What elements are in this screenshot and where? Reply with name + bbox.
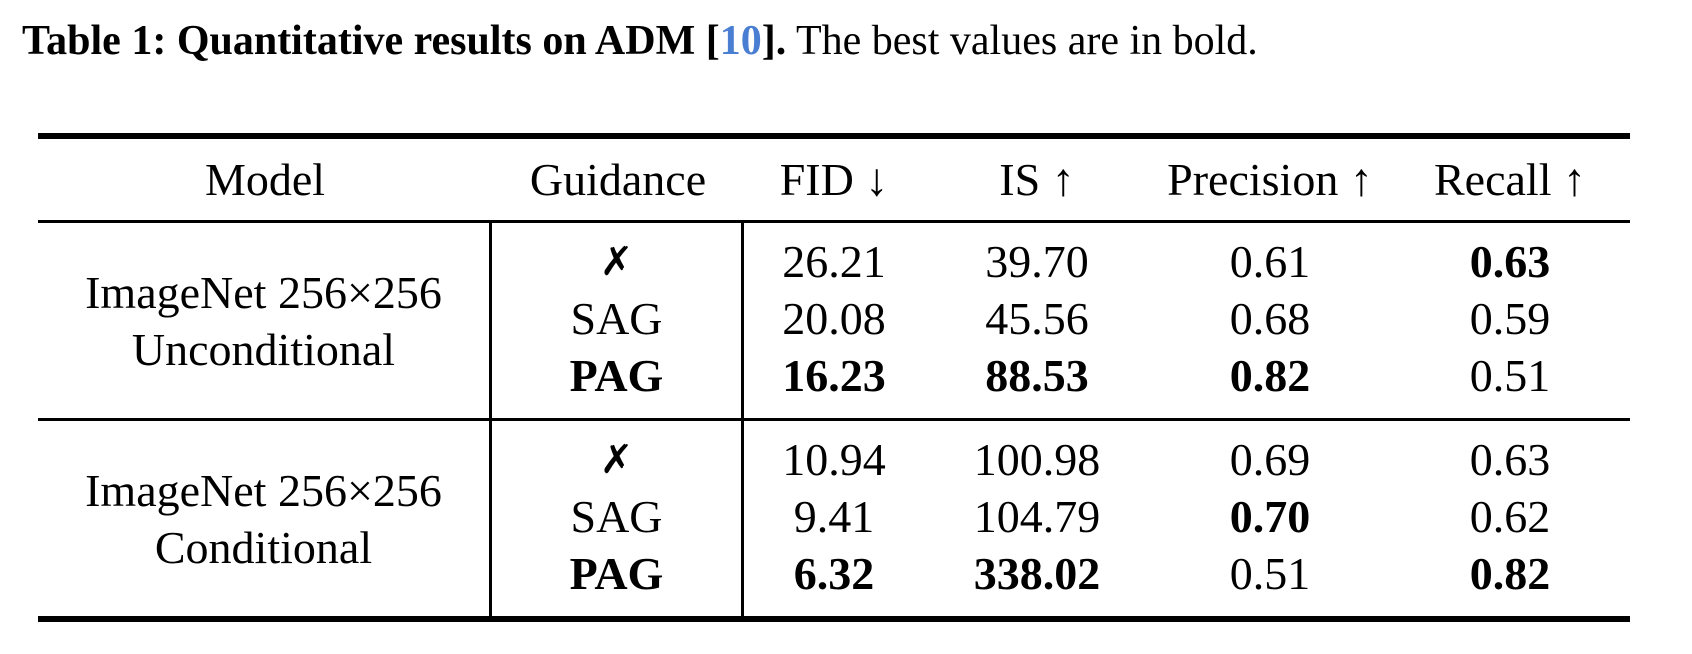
precision-value: 0.70 bbox=[1229, 491, 1311, 542]
guidance-label-none: ✗ bbox=[599, 436, 634, 483]
guidance-column: ✗ SAG PAG bbox=[492, 421, 744, 616]
fid-column: 26.21 20.08 16.23 bbox=[744, 223, 924, 418]
table-top-rule bbox=[38, 133, 1630, 139]
model-block-conditional: ImageNet 256×256 Conditional ✗ SAG PAG 1… bbox=[38, 421, 1630, 616]
column-header-recall: Recall ↑ bbox=[1434, 154, 1586, 205]
precision-value: 0.51 bbox=[1229, 548, 1311, 599]
column-header-is: IS ↑ bbox=[999, 154, 1075, 205]
block-divider-rule bbox=[38, 418, 1630, 421]
guidance-label-sag: SAG bbox=[570, 491, 663, 542]
model-name-line1: ImageNet 256×256 bbox=[85, 266, 442, 318]
precision-value: 0.68 bbox=[1229, 293, 1311, 344]
caption-bold-prefix: Table 1: Quantitative results on ADM [ bbox=[22, 18, 720, 64]
guidance-column: ✗ SAG PAG bbox=[492, 223, 744, 418]
is-value: 39.70 bbox=[985, 236, 1089, 287]
guidance-label-pag: PAG bbox=[569, 350, 664, 401]
is-value: 100.98 bbox=[973, 434, 1101, 485]
is-value: 45.56 bbox=[985, 293, 1089, 344]
recall-value: 0.63 bbox=[1469, 434, 1551, 485]
recall-value: 0.59 bbox=[1469, 293, 1551, 344]
fid-value: 20.08 bbox=[782, 293, 886, 344]
recall-value: 0.82 bbox=[1469, 548, 1551, 599]
column-header-precision: Precision ↑ bbox=[1167, 154, 1373, 205]
guidance-label-sag: SAG bbox=[570, 293, 663, 344]
recall-column: 0.63 0.59 0.51 bbox=[1390, 223, 1630, 418]
recall-column: 0.63 0.62 0.82 bbox=[1390, 421, 1630, 616]
header-row: Model Guidance FID ↓ IS ↑ Precision ↑ Re… bbox=[38, 139, 1630, 220]
fid-value: 26.21 bbox=[782, 236, 886, 287]
precision-column: 0.61 0.68 0.82 bbox=[1150, 223, 1390, 418]
citation-link[interactable]: 10 bbox=[719, 18, 762, 64]
results-table: Model Guidance FID ↓ IS ↑ Precision ↑ Re… bbox=[38, 133, 1630, 622]
fid-value: 16.23 bbox=[782, 350, 886, 401]
model-cell: ImageNet 256×256 Unconditional bbox=[38, 223, 492, 418]
precision-column: 0.69 0.70 0.51 bbox=[1150, 421, 1390, 616]
guidance-label-pag: PAG bbox=[569, 548, 664, 599]
model-name-line2: Unconditional bbox=[131, 323, 396, 375]
precision-value: 0.61 bbox=[1229, 236, 1311, 287]
is-column: 100.98 104.79 338.02 bbox=[924, 421, 1150, 616]
precision-value: 0.69 bbox=[1229, 434, 1311, 485]
is-value: 104.79 bbox=[973, 491, 1101, 542]
fid-column: 10.94 9.41 6.32 bbox=[744, 421, 924, 616]
fid-value: 10.94 bbox=[782, 434, 886, 485]
column-header-model: Model bbox=[204, 154, 326, 205]
precision-value: 0.82 bbox=[1229, 350, 1311, 401]
model-block-unconditional: ImageNet 256×256 Unconditional ✗ SAG PAG… bbox=[38, 223, 1630, 418]
caption-rest: The best values are in bold. bbox=[786, 18, 1258, 64]
recall-value: 0.62 bbox=[1469, 491, 1551, 542]
table-caption: Table 1: Quantitative results on ADM [10… bbox=[22, 12, 1258, 70]
fid-value: 6.32 bbox=[793, 548, 875, 599]
header-separator-rule bbox=[38, 220, 1630, 223]
column-header-guidance: Guidance bbox=[529, 154, 707, 205]
model-cell: ImageNet 256×256 Conditional bbox=[38, 421, 492, 616]
model-name-line2: Conditional bbox=[154, 521, 373, 573]
recall-value: 0.63 bbox=[1469, 236, 1551, 287]
is-value: 338.02 bbox=[973, 548, 1101, 599]
table-bottom-rule bbox=[38, 616, 1630, 622]
is-value: 88.53 bbox=[985, 350, 1089, 401]
guidance-label-none: ✗ bbox=[599, 238, 634, 285]
caption-bold-suffix: ]. bbox=[761, 18, 787, 64]
fid-value: 9.41 bbox=[793, 491, 875, 542]
column-header-fid: FID ↓ bbox=[779, 154, 889, 205]
recall-value: 0.51 bbox=[1469, 350, 1551, 401]
model-name-line1: ImageNet 256×256 bbox=[85, 464, 442, 516]
is-column: 39.70 45.56 88.53 bbox=[924, 223, 1150, 418]
